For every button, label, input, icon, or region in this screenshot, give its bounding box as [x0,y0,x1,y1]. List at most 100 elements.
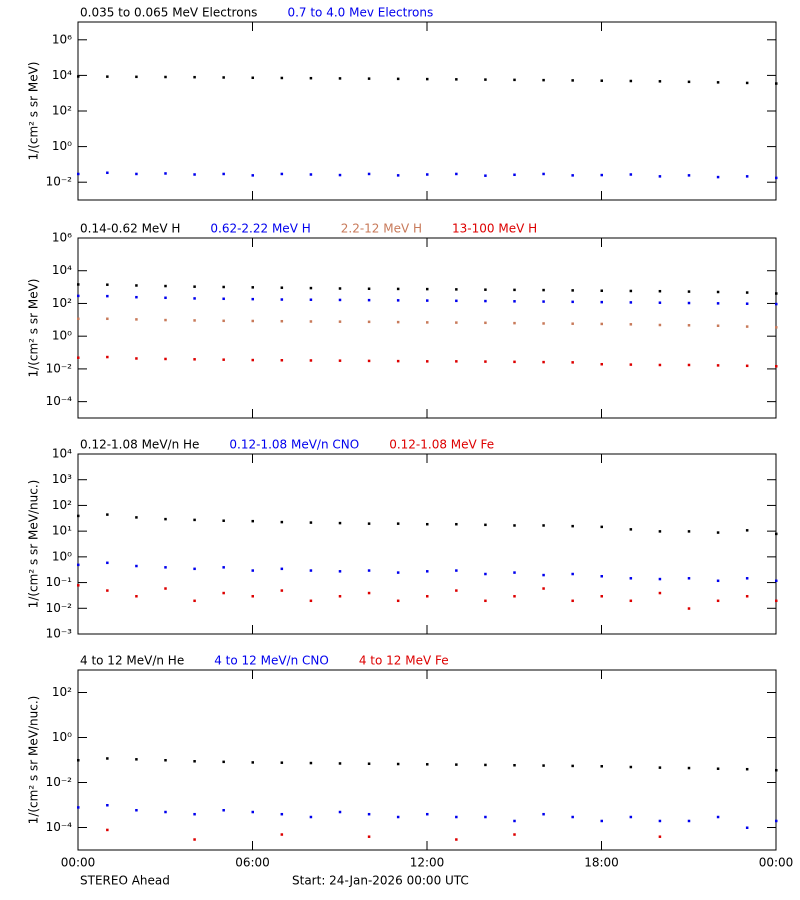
data-point [338,570,342,573]
data-point [396,599,400,603]
data-point [280,589,284,592]
data-point [600,289,603,292]
data-point [571,764,574,768]
data-point [658,301,662,304]
data-point [716,81,720,84]
data-point [367,320,371,324]
data-point [775,579,778,583]
data-point [716,767,720,770]
data-point [338,762,342,765]
data-point [484,360,487,363]
data-point [193,285,196,288]
data-point [135,75,138,79]
data-point [775,819,778,823]
data-point [77,294,80,298]
data-point [687,80,691,84]
data-point [280,298,284,301]
data-point [251,76,254,80]
data-point [106,828,109,832]
data-point [77,317,80,321]
data-point [135,758,138,761]
y-tick-label: 10⁻² [46,601,73,615]
data-point [222,566,225,569]
data-point [106,75,109,78]
data-point [455,78,458,81]
plot-frame [77,237,777,419]
data-point [367,835,371,838]
data-point [426,299,429,302]
data-point [687,819,691,823]
data-point [775,768,778,772]
data-point [745,325,749,328]
data-point [164,357,167,361]
data-point [658,577,662,581]
data-point [716,815,720,819]
data-point [77,283,80,286]
data-point [484,288,487,291]
data-point [164,759,167,762]
data-point [193,599,196,603]
plot-frame [77,669,777,851]
data-point [222,808,225,812]
legend-entry: 2.2-12 MeV H [341,222,422,236]
data-point [687,324,691,327]
data-point [338,287,342,290]
data-point [396,815,400,819]
data-point [367,77,371,80]
data-point [135,357,138,360]
data-point [687,174,691,177]
y-axis-label: 1/(cm² s sr MeV) [27,62,41,161]
data-point [571,599,574,603]
data-point [367,591,371,595]
data-point [106,294,109,298]
data-point [629,765,633,769]
y-tick-label: 10⁻⁴ [46,820,73,834]
data-point [629,173,633,176]
data-point [658,289,662,293]
legend-entry: 0.14-0.62 MeV H [80,222,180,236]
data-point [484,599,487,603]
data-point [426,570,429,573]
data-point [775,599,778,603]
data-point [280,520,284,524]
data-point [396,299,400,302]
data-point [193,518,196,522]
data-point [309,521,313,524]
data-point [571,300,574,304]
legend-entry: 13-100 MeV H [452,222,537,236]
data-point [106,513,109,516]
data-point [135,172,138,176]
data-point [775,302,778,306]
data-point [542,764,545,767]
y-tick-label: 10² [52,104,72,118]
data-point [222,591,225,595]
data-point [338,595,342,598]
x-tick-label: 18:00 [584,856,619,870]
data-point [571,79,574,82]
data-point [513,763,516,767]
data-point [77,563,80,567]
data-point [426,522,429,526]
y-tick-label: 10¹ [52,524,72,538]
x-tick-label: 00:00 [61,856,96,870]
legend-entry: 4 to 12 MeV/n He [80,654,184,668]
data-point [455,321,458,324]
data-point [193,760,196,763]
legend-entry: 0.12-1.08 MeV Fe [389,438,494,452]
data-point [600,595,603,598]
data-point [164,296,167,300]
data-point [338,173,342,177]
data-point [658,323,662,327]
data-point [280,761,284,764]
data-point [106,561,109,565]
data-point [106,171,109,175]
data-point [309,286,313,290]
y-axis-label: 1/(cm² s sr MeV/nuc.) [27,696,41,825]
data-point [135,808,138,812]
data-point [193,812,196,816]
data-point [484,815,487,819]
data-point [280,359,284,362]
data-point [396,287,400,291]
data-point [280,812,284,816]
x-tick-label: 06:00 [235,856,270,870]
